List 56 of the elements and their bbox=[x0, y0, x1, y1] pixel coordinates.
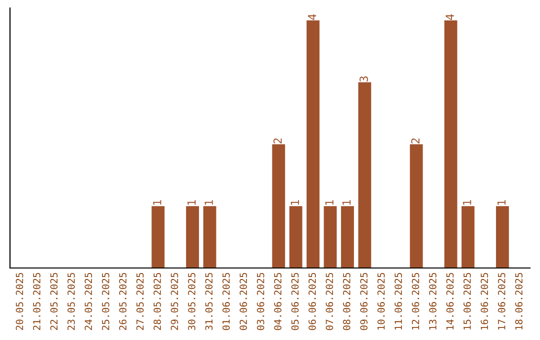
x-tick-label: 27.05.2025 bbox=[136, 272, 144, 330]
x-tick-label: 09.06.2025 bbox=[360, 272, 368, 330]
x-tick-label: 10.06.2025 bbox=[377, 272, 385, 330]
x-tick-label: 03.06.2025 bbox=[256, 272, 264, 330]
bar bbox=[324, 206, 337, 268]
x-tick-label: 12.06.2025 bbox=[412, 272, 420, 330]
data-label: 1 bbox=[463, 200, 472, 205]
x-tick-label: 05.06.2025 bbox=[291, 272, 299, 330]
x-tick-label: 02.06.2025 bbox=[240, 272, 248, 330]
data-label: 1 bbox=[153, 200, 162, 205]
bar bbox=[496, 206, 509, 268]
data-label: 1 bbox=[497, 200, 506, 205]
data-label: 2 bbox=[411, 138, 420, 144]
x-tick-label: 07.06.2025 bbox=[326, 272, 334, 330]
x-tick-label: 22.05.2025 bbox=[50, 272, 58, 330]
data-label: 1 bbox=[290, 200, 299, 205]
bar bbox=[272, 144, 286, 268]
x-tick-label: 31.05.2025 bbox=[205, 272, 213, 330]
data-label: 1 bbox=[342, 200, 351, 205]
x-tick-label: 26.05.2025 bbox=[119, 272, 126, 330]
bar bbox=[186, 206, 199, 268]
x-tick-label: 13.06.2025 bbox=[429, 272, 436, 330]
x-tick-label: 14.06.2025 bbox=[446, 272, 454, 330]
data-label: 4 bbox=[446, 14, 454, 20]
bar bbox=[462, 206, 474, 268]
bar bbox=[203, 206, 216, 268]
bar bbox=[341, 206, 354, 268]
x-tick-label: 25.05.2025 bbox=[102, 272, 110, 330]
x-tick-label: 18.06.2025 bbox=[515, 272, 523, 330]
x-tick-label: 24.05.2025 bbox=[84, 272, 92, 330]
data-label: 1 bbox=[325, 200, 334, 205]
x-tick-label: 16.06.2025 bbox=[480, 272, 488, 330]
data-label: 1 bbox=[188, 200, 196, 205]
data-label: 3 bbox=[360, 76, 368, 82]
bar bbox=[152, 206, 165, 268]
x-tick-label: 17.06.2025 bbox=[498, 272, 506, 330]
x-tick-label: 11.06.2025 bbox=[394, 272, 402, 330]
bar bbox=[306, 20, 320, 268]
data-label: 1 bbox=[204, 200, 213, 205]
x-tick-label: 06.06.2025 bbox=[308, 272, 316, 330]
x-tick-label: 30.05.2025 bbox=[188, 272, 196, 330]
x-tick-label: 29.05.2025 bbox=[170, 272, 178, 330]
x-tick-label: 23.05.2025 bbox=[67, 272, 75, 330]
x-tick-label: 04.06.2025 bbox=[274, 272, 282, 330]
bar bbox=[410, 144, 423, 268]
data-label: 2 bbox=[273, 138, 282, 144]
x-tick-label: 15.06.2025 bbox=[464, 272, 471, 330]
x-tick-label: 01.06.2025 bbox=[222, 272, 230, 330]
bar bbox=[358, 82, 372, 268]
bar bbox=[289, 206, 302, 268]
x-tick-label: 20.05.2025 bbox=[16, 272, 24, 330]
x-tick-label: 08.06.2025 bbox=[342, 272, 350, 330]
x-tick-label: 21.05.2025 bbox=[33, 272, 40, 330]
data-label: 4 bbox=[308, 14, 316, 20]
bar bbox=[444, 20, 458, 268]
x-tick-label: 28.05.2025 bbox=[154, 272, 161, 330]
